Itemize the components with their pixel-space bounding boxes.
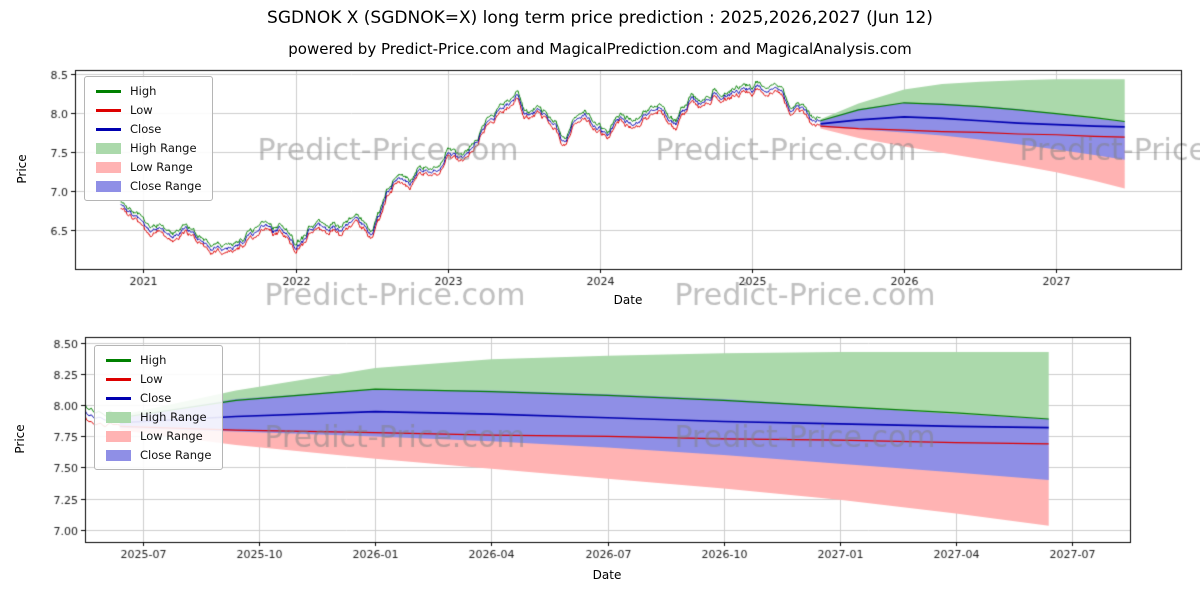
legend-label-high: High <box>130 84 157 98</box>
legend-item-close-range: Close Range <box>106 448 211 462</box>
legend-item-low: Low <box>106 372 211 386</box>
low-range-swatch <box>106 430 131 442</box>
close-range-swatch <box>96 180 121 192</box>
high-range-swatch <box>106 411 131 423</box>
legend-item-low-range: Low Range <box>106 429 211 443</box>
legend-item-high-range: High Range <box>96 141 201 155</box>
legend-item-close: Close <box>106 391 211 405</box>
legend-label-high: High <box>140 353 167 367</box>
legend-label-close: Close <box>130 122 162 136</box>
legend-label-close-range: Close Range <box>130 179 202 193</box>
legend-label-close-range: Close Range <box>140 448 212 462</box>
legend-label-high-range: High Range <box>140 410 207 424</box>
close-range-swatch <box>106 449 131 461</box>
legend-item-close: Close <box>96 122 201 136</box>
high-range-swatch <box>96 142 121 154</box>
top-legend: High Low Close High Range Low Range Clos… <box>84 76 214 201</box>
low-line-swatch <box>106 377 131 381</box>
legend-label-close: Close <box>140 391 172 405</box>
top-y-axis-label: Price <box>15 154 29 184</box>
close-line-swatch <box>96 127 121 131</box>
history-prediction-chart: Price Date High Low Close High Range Low… <box>0 62 1200 317</box>
high-line-swatch <box>96 89 121 93</box>
legend-item-close-range: Close Range <box>96 179 201 193</box>
legend-item-low-range: Low Range <box>96 160 201 174</box>
bottom-y-axis-label: Price <box>13 424 27 454</box>
bottom-x-axis-label: Date <box>592 568 622 582</box>
legend-item-high: High <box>96 84 201 98</box>
legend-label-low: Low <box>140 372 163 386</box>
low-range-swatch <box>96 161 121 173</box>
top-x-axis-label: Date <box>613 293 643 307</box>
high-line-swatch <box>106 358 131 362</box>
legend-item-high-range: High Range <box>106 410 211 424</box>
page-subtitle: powered by Predict-Price.com and Magical… <box>288 40 912 58</box>
legend-label-high-range: High Range <box>130 141 197 155</box>
legend-label-low-range: Low Range <box>130 160 193 174</box>
page-title: SGDNOK X (SGDNOK=X) long term price pred… <box>267 8 933 28</box>
bottom-legend: High Low Close High Range Low Range Clos… <box>94 345 224 470</box>
legend-item-low: Low <box>96 103 201 117</box>
legend-label-low: Low <box>130 103 153 117</box>
prediction-zoom-chart: Price Date High Low Close High Range Low… <box>0 325 1200 600</box>
legend-label-low-range: Low Range <box>140 429 203 443</box>
legend-item-high: High <box>106 353 211 367</box>
close-line-swatch <box>106 396 131 400</box>
low-line-swatch <box>96 108 121 112</box>
